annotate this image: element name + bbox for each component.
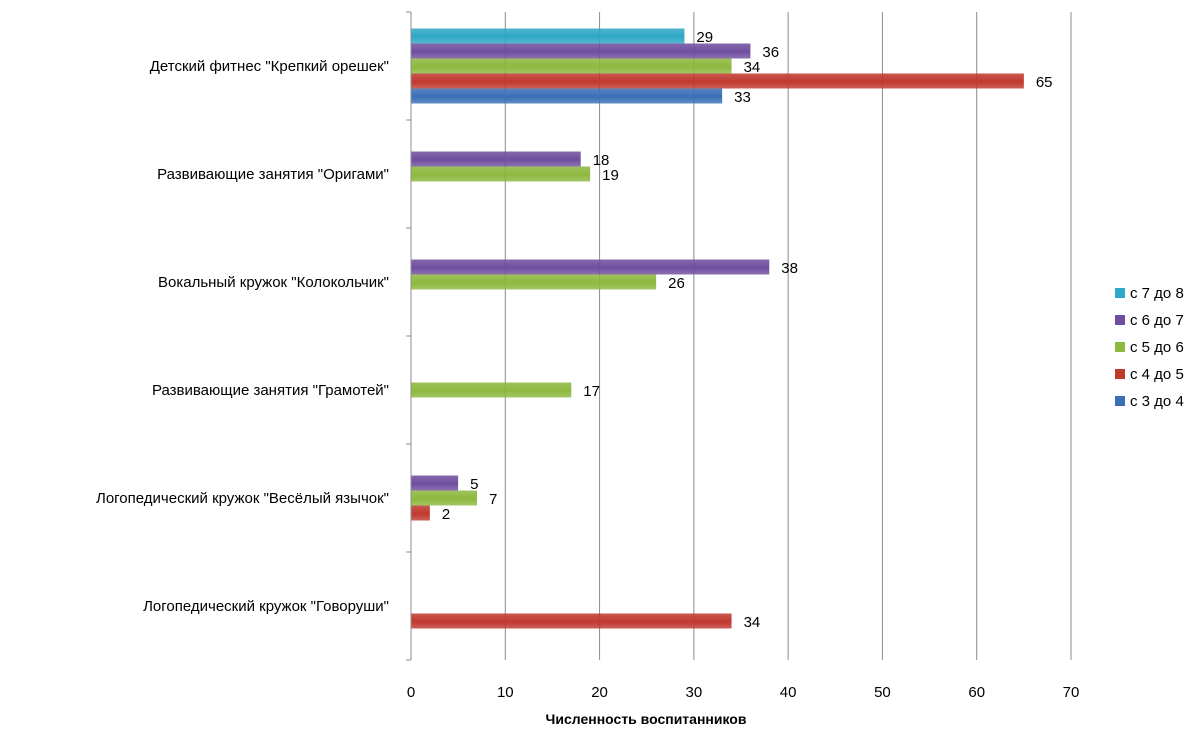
- x-tick-label: 10: [497, 684, 514, 701]
- legend-label: с 3 до 4: [1130, 393, 1184, 410]
- bar-с-4-до-5: [411, 505, 430, 521]
- legend: с 7 до 8 с 6 до 7 с 5 до 6 с 4 до 5 с 3 до 4: [1115, 285, 1184, 410]
- category-label: Развивающие занятия "Грамотей": [152, 382, 389, 399]
- bar-с-5-до-6: [411, 274, 657, 290]
- data-label: 26: [668, 275, 685, 292]
- x-tick-labels: 0 10 20 30 40 50 60 70: [407, 684, 1080, 701]
- category-label: Вокальный кружок "Колокольчик": [158, 274, 389, 291]
- category-label: Логопедический кружок "Говоруши": [143, 598, 389, 615]
- bar-с-6-до-7: [411, 259, 770, 275]
- data-label: 19: [602, 167, 619, 184]
- data-label: 65: [1036, 74, 1053, 91]
- legend-swatch: [1115, 369, 1125, 379]
- legend-label: с 6 до 7: [1130, 312, 1184, 329]
- data-label: 33: [734, 89, 751, 106]
- legend-label: с 7 до 8: [1130, 285, 1184, 302]
- category-label: Развивающие занятия "Оригами": [157, 166, 389, 183]
- bar-с-5-до-6: [411, 58, 732, 74]
- data-label: 29: [696, 29, 713, 46]
- data-label: 18: [593, 152, 610, 169]
- x-tick-label: 70: [1063, 684, 1080, 701]
- legend-swatch: [1115, 342, 1125, 352]
- data-label: 34: [744, 614, 761, 631]
- bar-с-6-до-7: [411, 151, 581, 167]
- data-label: 34: [744, 59, 761, 76]
- category-labels: Детский фитнес "Крепкий орешек" Развивающ…: [96, 58, 389, 615]
- x-tick-label: 20: [591, 684, 608, 701]
- bar-с-3-до-4: [411, 88, 723, 104]
- data-label: 36: [762, 44, 779, 61]
- x-tick-label: 30: [686, 684, 703, 701]
- legend-label: с 4 до 5: [1130, 366, 1184, 383]
- x-tick-label: 50: [874, 684, 891, 701]
- data-label: 2: [442, 506, 450, 523]
- category-label: Детский фитнес "Крепкий орешек": [150, 58, 389, 75]
- category-label: Логопедический кружок "Весёлый язычок": [96, 490, 389, 507]
- data-label: 17: [583, 383, 600, 400]
- bar-с-5-до-6: [411, 166, 591, 182]
- bars: [411, 28, 1024, 629]
- bar-с-6-до-7: [411, 43, 751, 59]
- gridlines: [504, 12, 1072, 660]
- x-tick-label: 60: [968, 684, 985, 701]
- x-tick-label: 0: [407, 684, 415, 701]
- data-label: 38: [781, 260, 798, 277]
- bar-с-4-до-5: [411, 73, 1024, 89]
- legend-label: с 5 до 6: [1130, 339, 1184, 356]
- legend-swatch: [1115, 396, 1125, 406]
- x-axis-title: Численность воспитанников: [546, 711, 747, 727]
- bar-с-7-до-8: [411, 28, 685, 44]
- legend-swatch: [1115, 288, 1125, 298]
- bar-с-4-до-5: [411, 613, 732, 629]
- bar-с-5-до-6: [411, 382, 572, 398]
- data-label: 5: [470, 476, 478, 493]
- axes: [406, 11, 412, 661]
- x-tick-label: 40: [780, 684, 797, 701]
- legend-swatch: [1115, 315, 1125, 325]
- bar-с-5-до-6: [411, 490, 477, 506]
- data-label: 7: [489, 491, 497, 508]
- bar-с-6-до-7: [411, 475, 459, 491]
